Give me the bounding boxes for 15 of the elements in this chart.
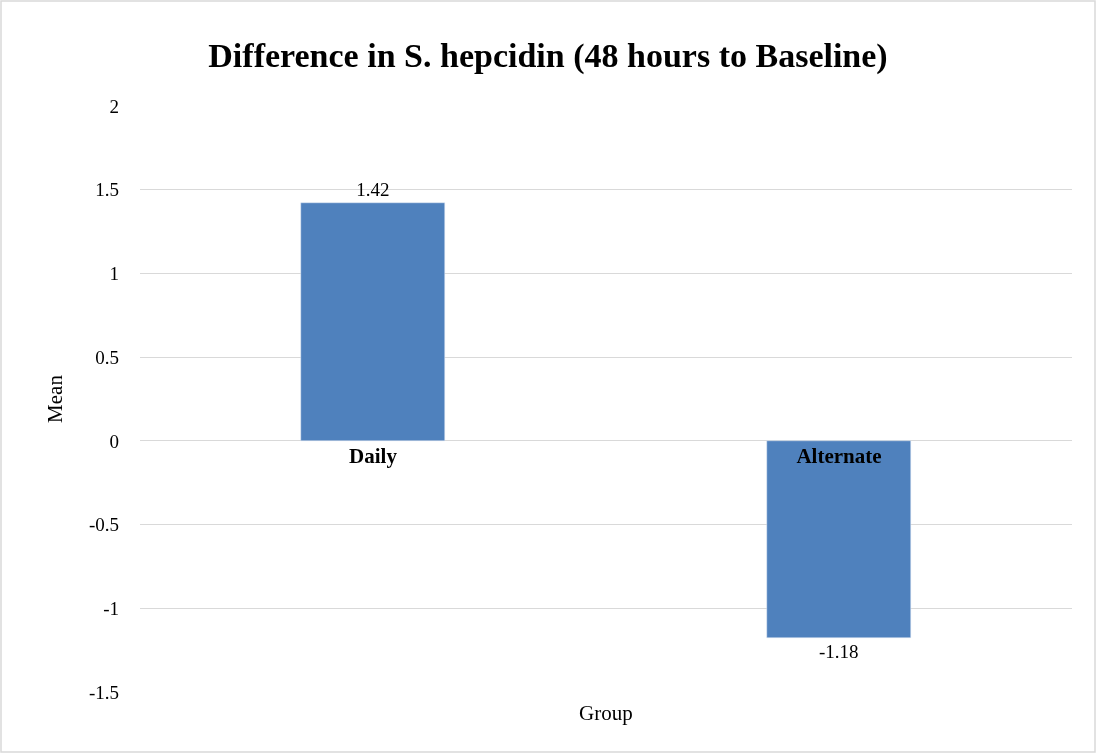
- y-tick-label: 1: [109, 263, 119, 285]
- y-tick-label: -1.5: [88, 681, 119, 703]
- x-tick-label: Daily: [349, 443, 398, 468]
- y-axis-title: Mean: [43, 374, 68, 423]
- y-tick-label: 2: [109, 95, 119, 117]
- data-label: 1.42: [356, 178, 390, 200]
- x-axis-title: Group: [579, 701, 633, 725]
- y-tick-label: -0.5: [88, 514, 119, 536]
- data-label: -1.18: [818, 640, 859, 662]
- y-tick-label: 0: [109, 430, 119, 452]
- y-tick-label: 0.5: [95, 346, 119, 368]
- y-tick-label: -1: [103, 597, 119, 619]
- x-tick-label: Alternate: [796, 443, 882, 468]
- chart-title: Difference in S. hepcidin (48 hours to Baseline): [208, 36, 888, 75]
- y-tick-label: 1.5: [95, 179, 119, 201]
